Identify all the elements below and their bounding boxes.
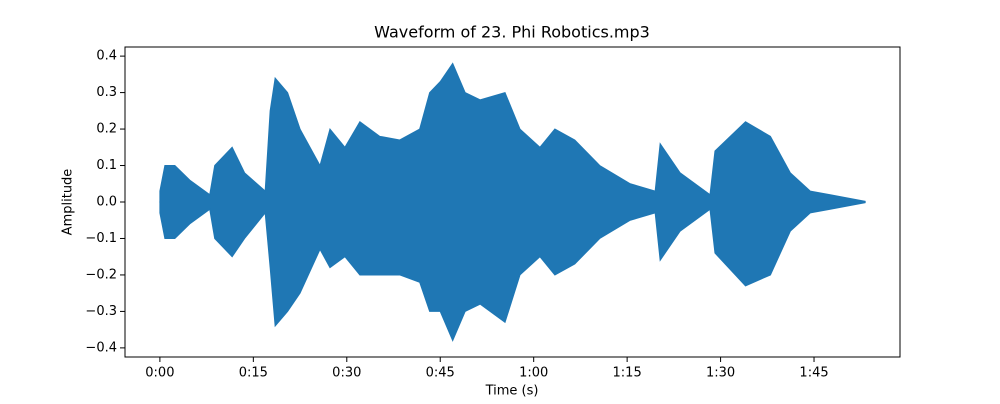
y-tick-label: 0.1 [96,158,117,173]
y-tick-label: 0.3 [96,85,117,100]
x-tick-label: 0:45 [426,366,455,381]
x-tick-label: 1:30 [706,366,735,381]
y-tick-label: 0.4 [96,49,117,64]
chart-title: Waveform of 23. Phi Robotics.mp3 [374,23,650,42]
x-tick-label: 1:00 [519,366,548,381]
x-tick-label: 1:45 [799,366,828,381]
y-tick-label: −0.1 [85,231,117,246]
x-axis-label: Time (s) [485,384,539,399]
waveform-lower [159,201,866,342]
y-tick-label: −0.3 [85,304,117,319]
y-tick-label: 0.2 [96,122,117,137]
x-tick-label: 1:15 [613,366,642,381]
y-tick-label: −0.2 [85,267,117,282]
waveform-upper [159,62,866,203]
y-tick-label: −0.4 [85,340,117,355]
x-tick-label: 0:15 [239,366,268,381]
y-tick-label: 0.0 [96,195,117,210]
y-axis-label: Amplitude [61,169,76,236]
x-tick-label: 0:00 [145,366,174,381]
x-tick-label: 0:30 [332,366,361,381]
